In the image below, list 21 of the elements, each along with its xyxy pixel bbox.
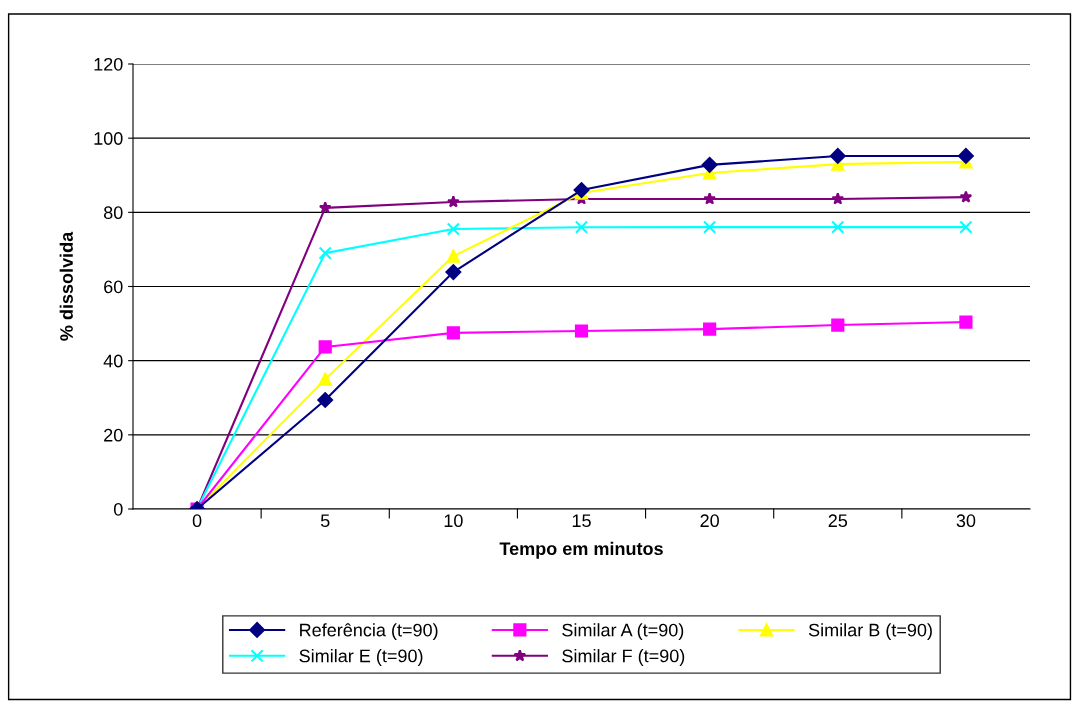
x-axis-title: Tempo em minutos xyxy=(499,541,663,559)
y-axis-title: % dissolvida xyxy=(59,231,73,341)
x-tick-label: 15 xyxy=(572,514,591,528)
y-tick-label: 100 xyxy=(94,132,123,145)
x-tick-label: 20 xyxy=(700,514,719,528)
x-tick-label: 10 xyxy=(444,514,463,528)
legend-label: Similar E (t=90) xyxy=(299,649,423,666)
y-tick-label: 0 xyxy=(113,502,123,516)
legend-label: Similar F (t=90) xyxy=(562,649,685,666)
x-tick-label: 30 xyxy=(956,514,976,528)
x-tick-label: 5 xyxy=(320,514,330,528)
y-tick-label: 80 xyxy=(103,206,123,220)
y-tick-label: 60 xyxy=(104,280,123,294)
legend-label: Referência (t=90) xyxy=(300,623,438,641)
legend-label: Similar B (t=90) xyxy=(808,623,932,641)
x-tick-label: 0 xyxy=(192,514,202,528)
y-tick-label: 20 xyxy=(104,428,123,442)
x-tick-label: 25 xyxy=(828,514,848,528)
y-tick-label: 40 xyxy=(103,354,123,368)
y-tick-label: 120 xyxy=(94,57,123,71)
legend-label: Similar A (t=90) xyxy=(562,623,684,641)
